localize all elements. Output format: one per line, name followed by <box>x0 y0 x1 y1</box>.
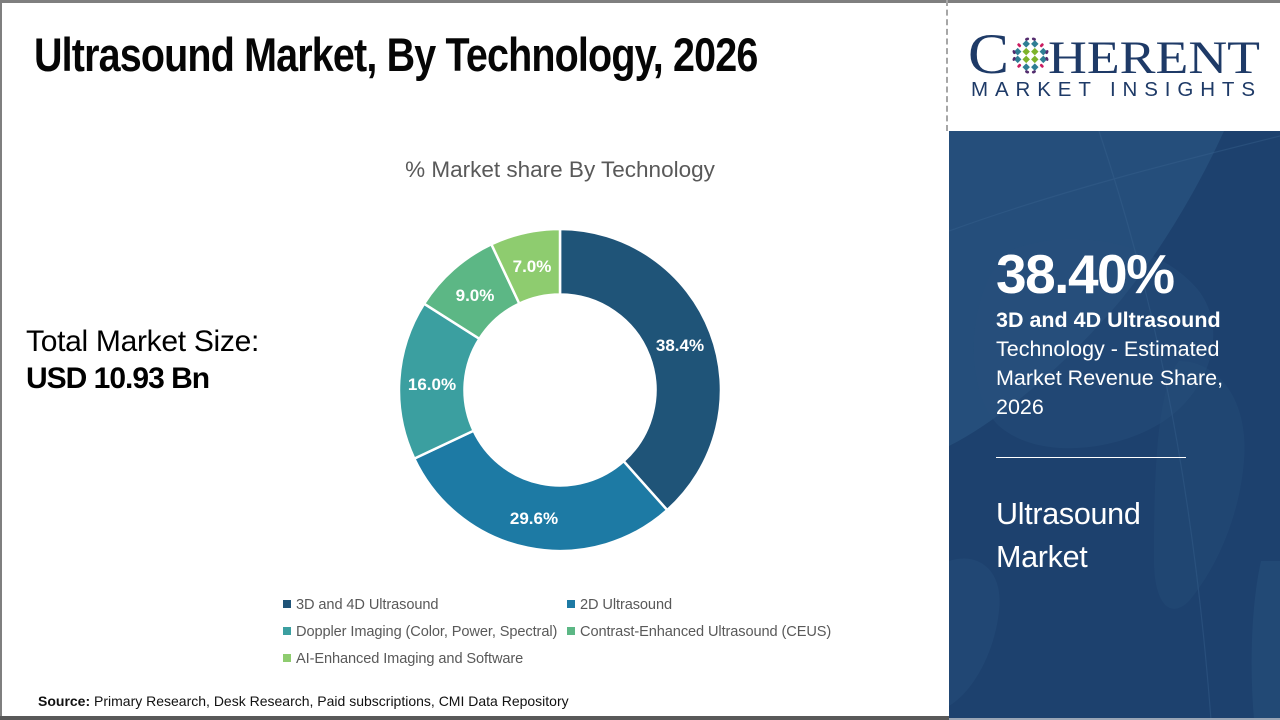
svg-text:MARKET INSIGHTS: MARKET INSIGHTS <box>971 78 1261 101</box>
svg-text:C: C <box>968 23 1009 86</box>
svg-text:HERENT: HERENT <box>1048 32 1260 84</box>
